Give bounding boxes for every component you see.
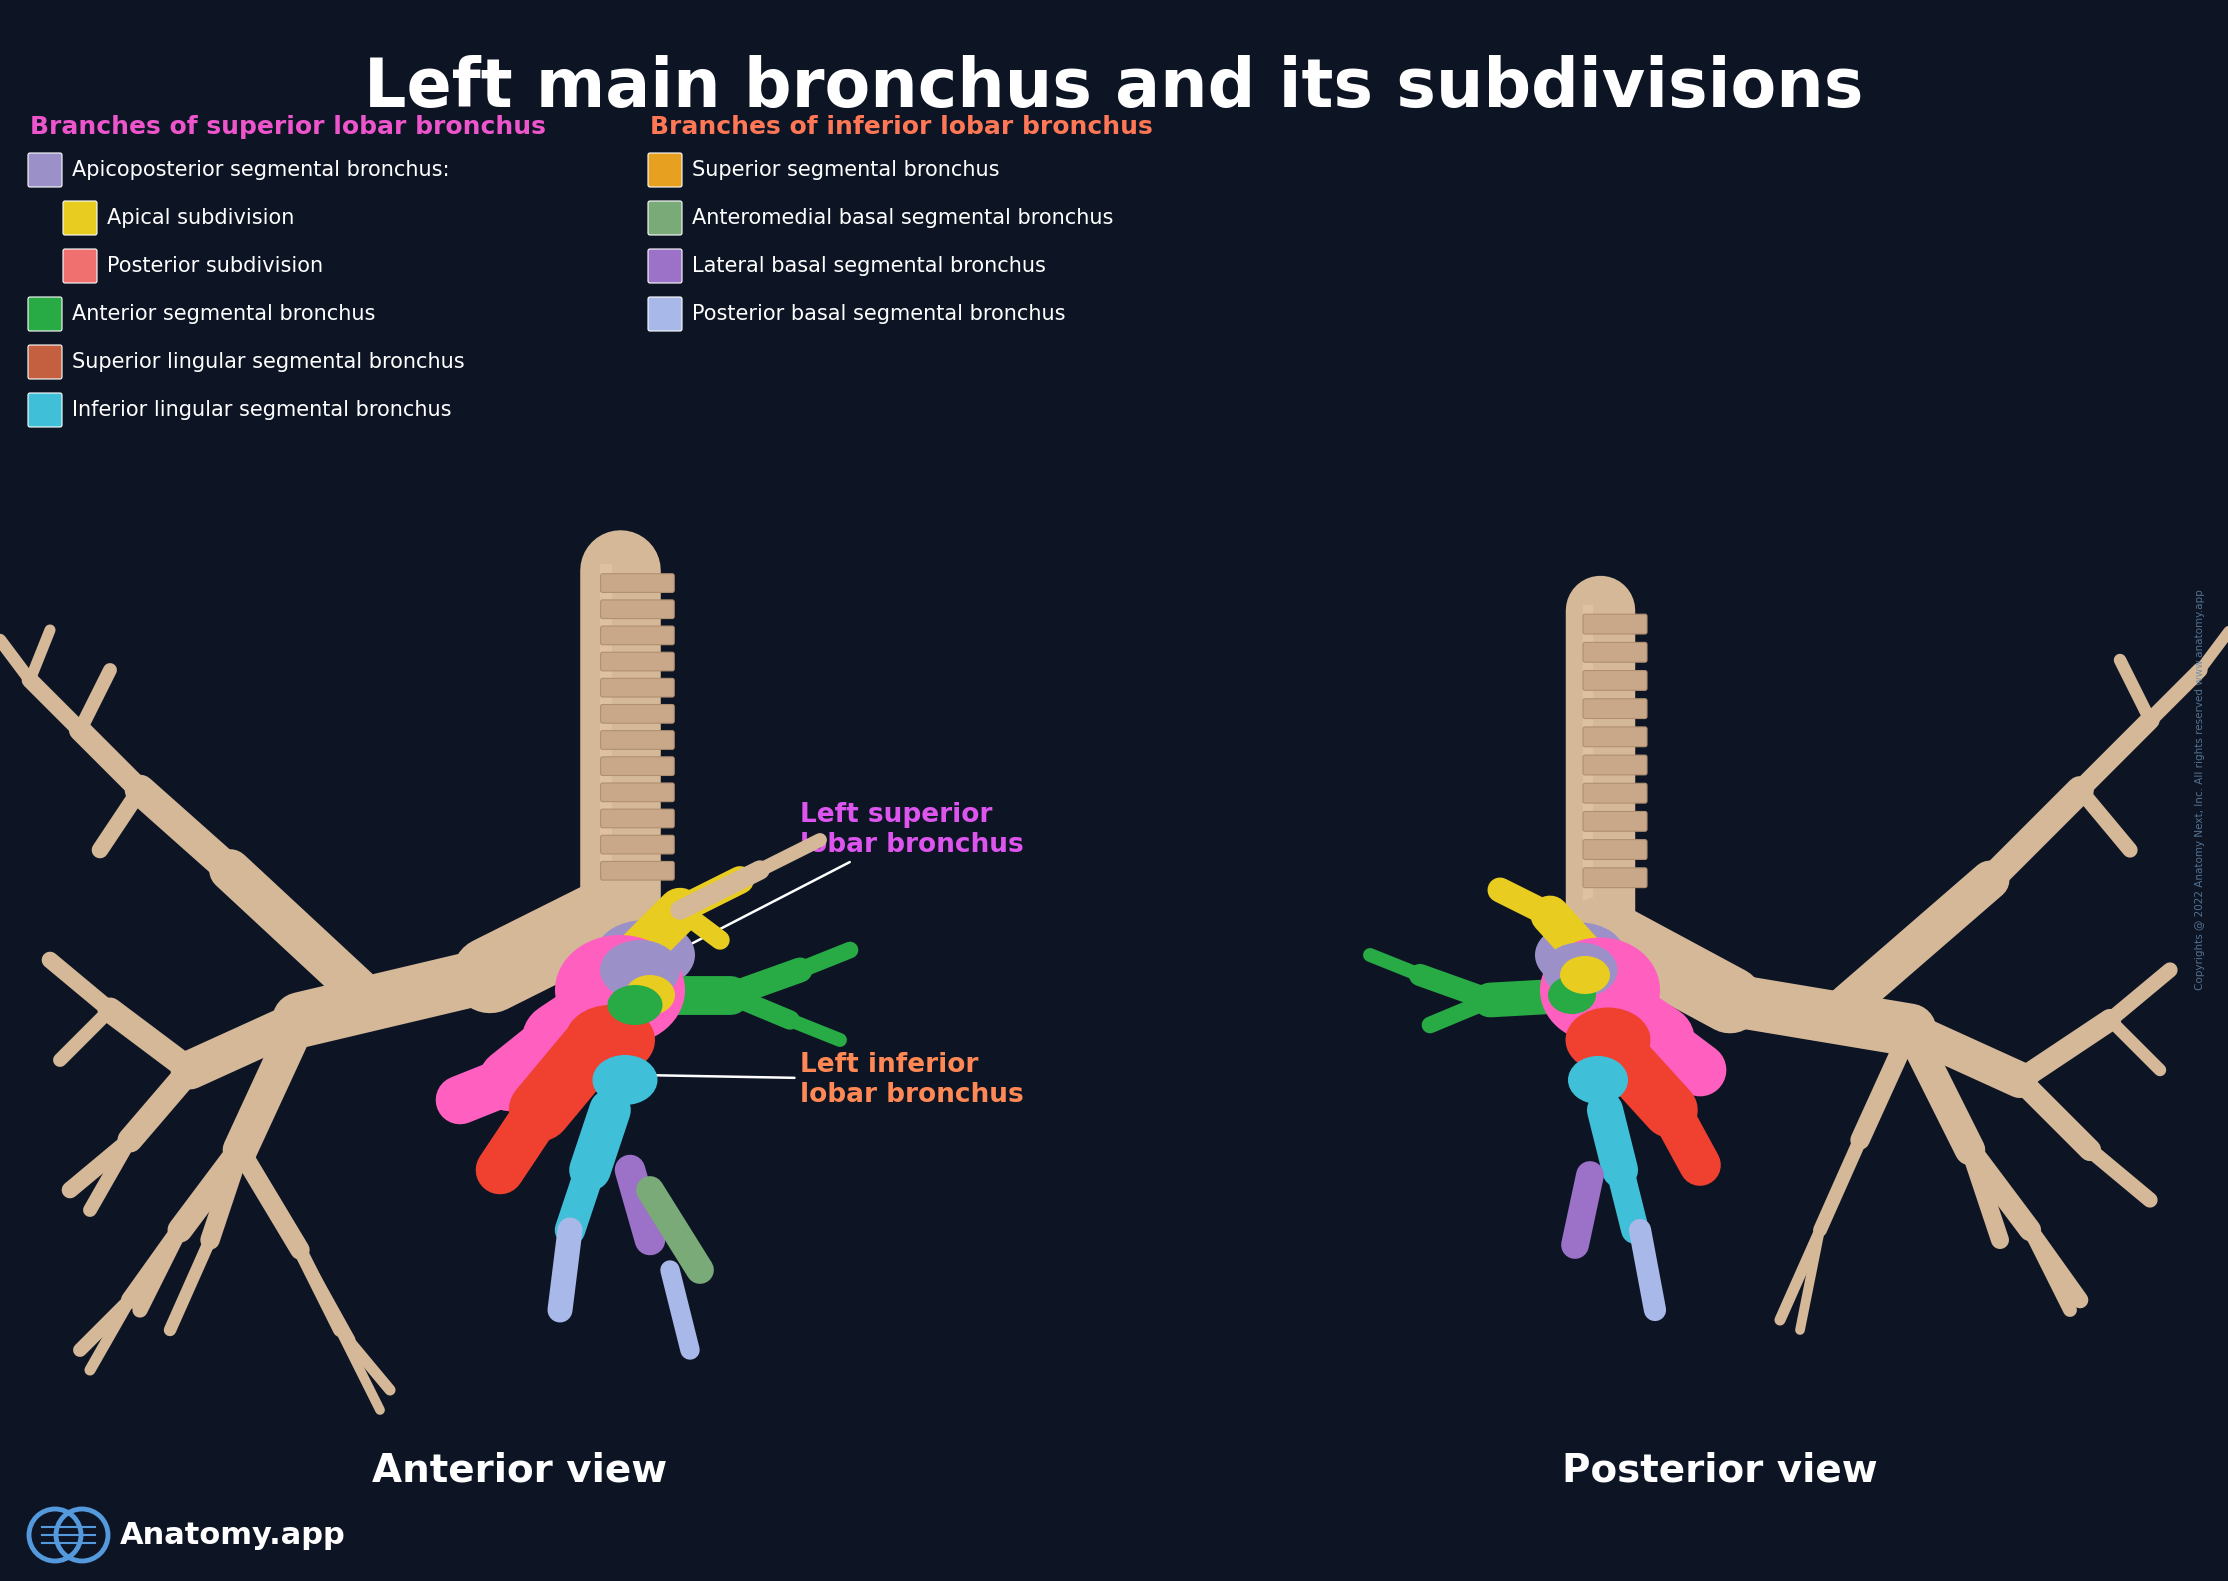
Text: Superior segmental bronchus: Superior segmental bronchus [693, 160, 1000, 180]
Text: Posterior view: Posterior view [1562, 1451, 1878, 1489]
FancyBboxPatch shape [602, 574, 675, 593]
Text: Branches of superior lobar bronchus: Branches of superior lobar bronchus [29, 115, 546, 139]
FancyBboxPatch shape [602, 783, 675, 802]
FancyBboxPatch shape [648, 201, 682, 236]
FancyBboxPatch shape [602, 730, 675, 749]
FancyBboxPatch shape [1584, 613, 1646, 634]
Ellipse shape [1542, 942, 1618, 998]
Text: Left superior
lobar bronchus: Left superior lobar bronchus [662, 802, 1023, 958]
FancyBboxPatch shape [602, 626, 675, 645]
FancyBboxPatch shape [1584, 727, 1646, 746]
FancyBboxPatch shape [62, 201, 98, 236]
FancyBboxPatch shape [602, 678, 675, 697]
FancyBboxPatch shape [1584, 642, 1646, 662]
FancyBboxPatch shape [1584, 699, 1646, 718]
Text: Posterior basal segmental bronchus: Posterior basal segmental bronchus [693, 304, 1065, 324]
Ellipse shape [555, 934, 684, 1045]
Text: Anteromedial basal segmental bronchus: Anteromedial basal segmental bronchus [693, 209, 1114, 228]
FancyBboxPatch shape [1584, 783, 1646, 803]
Ellipse shape [1560, 957, 1611, 994]
Text: Apical subdivision: Apical subdivision [107, 209, 294, 228]
FancyBboxPatch shape [602, 835, 675, 854]
FancyBboxPatch shape [602, 705, 675, 723]
Ellipse shape [608, 985, 662, 1024]
FancyBboxPatch shape [29, 297, 62, 330]
FancyBboxPatch shape [1584, 756, 1646, 775]
Ellipse shape [595, 920, 695, 990]
Ellipse shape [626, 975, 675, 1015]
Text: Lateral basal segmental bronchus: Lateral basal segmental bronchus [693, 256, 1045, 277]
Text: Copyrights @ 2022 Anatomy Next, Inc. All rights reserved www.anatomy.app: Copyrights @ 2022 Anatomy Next, Inc. All… [2195, 590, 2206, 990]
Ellipse shape [1548, 975, 1595, 1013]
Ellipse shape [1540, 938, 1660, 1042]
FancyBboxPatch shape [29, 345, 62, 379]
Ellipse shape [1566, 1007, 1651, 1072]
Text: Inferior lingular segmental bronchus: Inferior lingular segmental bronchus [71, 400, 452, 421]
FancyBboxPatch shape [1584, 811, 1646, 832]
Text: Anatomy.app: Anatomy.app [120, 1521, 345, 1549]
FancyBboxPatch shape [602, 757, 675, 775]
FancyBboxPatch shape [602, 653, 675, 670]
Ellipse shape [593, 1055, 657, 1105]
FancyBboxPatch shape [1584, 840, 1646, 860]
Ellipse shape [1569, 1056, 1629, 1104]
FancyBboxPatch shape [29, 394, 62, 427]
FancyBboxPatch shape [648, 297, 682, 330]
Text: Apicoposterior segmental bronchus:: Apicoposterior segmental bronchus: [71, 160, 450, 180]
FancyBboxPatch shape [602, 599, 675, 618]
FancyBboxPatch shape [29, 153, 62, 187]
Text: Superior lingular segmental bronchus: Superior lingular segmental bronchus [71, 353, 466, 372]
FancyBboxPatch shape [1584, 868, 1646, 887]
FancyBboxPatch shape [602, 862, 675, 881]
FancyBboxPatch shape [62, 248, 98, 283]
FancyBboxPatch shape [1584, 670, 1646, 691]
Ellipse shape [566, 1006, 655, 1075]
FancyBboxPatch shape [648, 153, 682, 187]
Ellipse shape [599, 941, 680, 1001]
Text: Left main bronchus and its subdivisions: Left main bronchus and its subdivisions [365, 55, 1863, 122]
Ellipse shape [1535, 922, 1624, 988]
FancyBboxPatch shape [602, 809, 675, 828]
Text: Branches of inferior lobar bronchus: Branches of inferior lobar bronchus [651, 115, 1152, 139]
Text: Anterior segmental bronchus: Anterior segmental bronchus [71, 304, 374, 324]
Text: Anterior view: Anterior view [372, 1451, 668, 1489]
Text: Posterior subdivision: Posterior subdivision [107, 256, 323, 277]
FancyBboxPatch shape [648, 248, 682, 283]
Text: Left inferior
lobar bronchus: Left inferior lobar bronchus [642, 1051, 1023, 1108]
